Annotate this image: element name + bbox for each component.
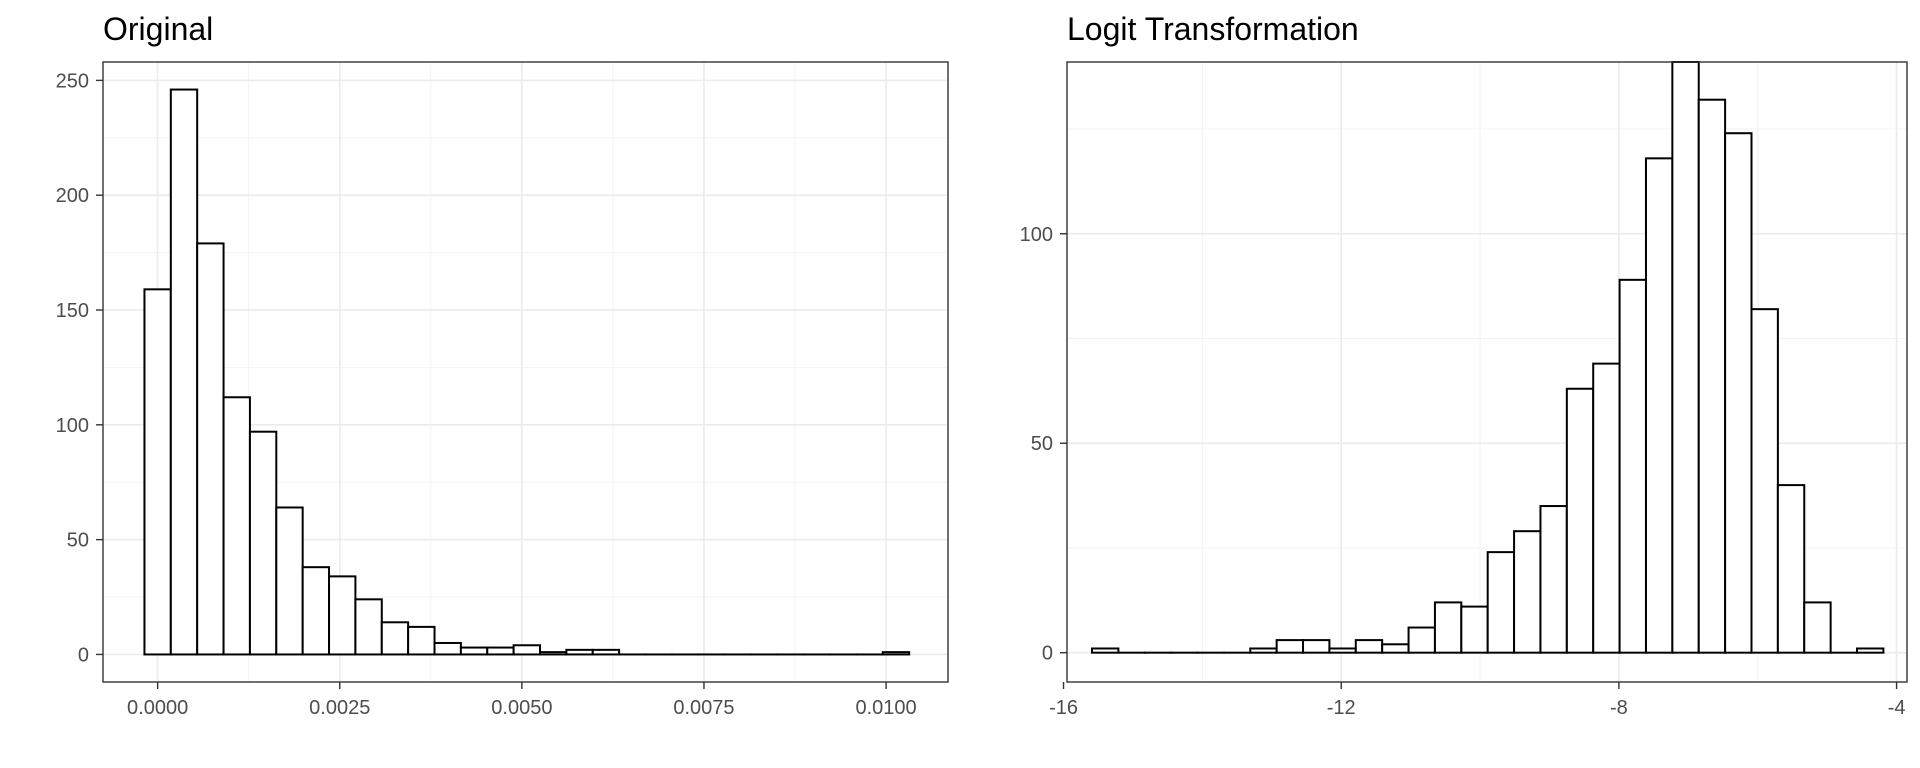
histogram-bar xyxy=(354,598,383,656)
histogram-bar xyxy=(591,648,621,656)
histogram-bar xyxy=(1407,626,1436,654)
histogram-bar xyxy=(248,430,278,656)
histogram-bar xyxy=(1328,647,1357,654)
histogram-bar xyxy=(1856,647,1885,654)
histogram-bar xyxy=(1513,530,1542,654)
histogram-bar xyxy=(1776,484,1806,654)
histogram-bar xyxy=(1354,639,1384,654)
y-tick-label: 150 xyxy=(56,300,89,322)
histogram-bar xyxy=(1302,639,1331,654)
y-axis: 0 50 100 xyxy=(1020,224,1067,665)
y-tick-label: 200 xyxy=(56,185,89,207)
y-tick-label: 100 xyxy=(1020,224,1053,246)
x-tick-label: 0.0025 xyxy=(309,697,370,719)
x-tick-label: -16 xyxy=(1049,697,1078,719)
histogram-bar xyxy=(1750,308,1779,654)
histogram-bar xyxy=(1275,639,1305,654)
histogram-bar xyxy=(1592,362,1621,654)
histogram-bar xyxy=(1539,505,1568,654)
panel-title-logit-transformation: Logit Transformation xyxy=(1067,11,1359,47)
x-tick-label: 0.0000 xyxy=(127,697,188,719)
histogram-bar xyxy=(301,566,331,656)
histogram-bar xyxy=(1644,157,1674,654)
histogram-bar xyxy=(512,644,541,656)
histogram-bar xyxy=(881,651,911,656)
histogram-bars xyxy=(1090,61,1885,654)
x-tick-label: 0.0075 xyxy=(673,697,734,719)
histogram-bar xyxy=(143,288,172,656)
histogram-bar xyxy=(1671,61,1700,654)
histogram-bar xyxy=(459,646,489,656)
histogram-bar xyxy=(1090,647,1120,654)
x-tick-label: -4 xyxy=(1888,697,1906,719)
histogram-bar xyxy=(1433,601,1463,654)
panel-border xyxy=(102,61,949,683)
x-tick-label: 0.0050 xyxy=(491,697,552,719)
histogram-bar xyxy=(433,641,462,656)
histogram-bar xyxy=(486,646,515,656)
panel-original: Original 0.0000 0.0025 0.0050 0.0075 0.01000… xyxy=(56,11,949,719)
x-tick-label: -8 xyxy=(1610,697,1628,719)
histogram-bar xyxy=(1249,647,1278,654)
histogram-bar xyxy=(407,625,436,656)
x-tick-label: 0.0100 xyxy=(855,697,916,719)
y-tick-label: 0 xyxy=(1042,643,1053,665)
histogram-bar xyxy=(169,88,199,656)
histogram-bar xyxy=(380,621,410,656)
panel-border xyxy=(1066,61,1908,683)
histogram-bar xyxy=(1803,601,1832,654)
panel-logit-transformation: Logit Transformation -16 -12 -8 -4 0 50 100 xyxy=(1020,11,1908,719)
histogram-bar xyxy=(222,396,251,656)
histogram-bar xyxy=(1724,132,1753,654)
histogram-bar xyxy=(1565,387,1595,654)
y-axis: 0 50 100 150 200 250 xyxy=(56,70,103,666)
histogram-bar xyxy=(538,651,568,656)
histogram-bar xyxy=(196,242,225,656)
y-tick-label: 250 xyxy=(56,70,89,92)
x-axis: -16 -12 -8 -4 xyxy=(1049,682,1905,719)
y-tick-label: 100 xyxy=(56,415,89,437)
histogram-bars xyxy=(143,88,911,656)
histogram-bar xyxy=(275,506,304,656)
histogram-bar xyxy=(1460,605,1489,654)
panel-title-original: Original xyxy=(103,11,213,47)
x-axis: 0.0000 0.0025 0.0050 0.0075 0.0100 xyxy=(127,682,917,719)
y-tick-label: 50 xyxy=(1031,433,1053,455)
histogram-bar xyxy=(1486,551,1516,654)
histogram-bar xyxy=(1618,278,1647,654)
histogram-bar xyxy=(328,575,357,656)
x-tick-label: -12 xyxy=(1327,697,1356,719)
y-tick-label: 0 xyxy=(78,644,89,666)
histogram-bar xyxy=(1381,643,1410,654)
y-tick-label: 50 xyxy=(67,530,89,552)
histogram-bar xyxy=(1697,98,1727,654)
histogram-bar xyxy=(565,648,594,656)
